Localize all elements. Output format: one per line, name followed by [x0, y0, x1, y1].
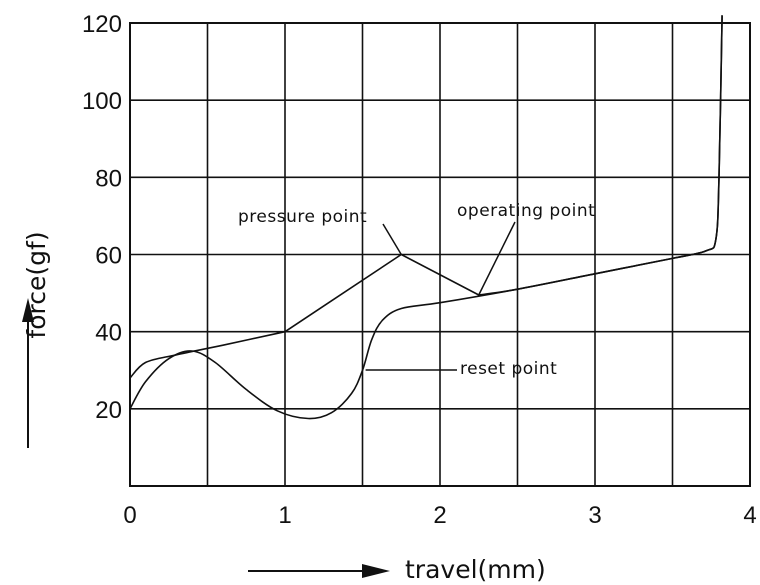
annotation-label: reset point	[460, 359, 557, 379]
annotation-leader	[382, 223, 402, 255]
annotation-label: operating point	[457, 201, 595, 221]
x-axis-label: travel(mm)	[405, 555, 546, 584]
plot-frame	[129, 22, 751, 487]
y-tick-label: 40	[95, 320, 122, 347]
x-tick-label: 1	[278, 502, 291, 529]
y-tick-label: 100	[82, 88, 122, 115]
press-stroke-curve	[129, 15, 723, 379]
x-tick-label: 2	[433, 502, 446, 529]
y-tick-labels: 20 40 60 80 100 120	[82, 11, 122, 424]
y-tick-label: 60	[95, 243, 122, 270]
y-axis-label: force(gf)	[22, 231, 51, 338]
y-tick-label: 20	[95, 397, 122, 424]
annotation-label: pressure point	[238, 207, 367, 227]
x-tick-label: 3	[588, 502, 601, 529]
annotation-leader	[478, 221, 516, 296]
grid	[130, 23, 750, 486]
return-stroke-curve	[129, 15, 723, 420]
x-tick-labels: 0 1 2 3 4	[123, 502, 756, 529]
y-tick-label: 80	[95, 165, 122, 192]
curves	[129, 15, 723, 420]
x-tick-label: 4	[743, 502, 756, 529]
y-axis-arrow	[22, 298, 34, 448]
y-tick-label: 120	[82, 11, 122, 38]
x-axis-arrow	[248, 564, 390, 578]
annotations: pressure point operating point reset point	[238, 201, 595, 379]
x-tick-label: 0	[123, 502, 136, 529]
